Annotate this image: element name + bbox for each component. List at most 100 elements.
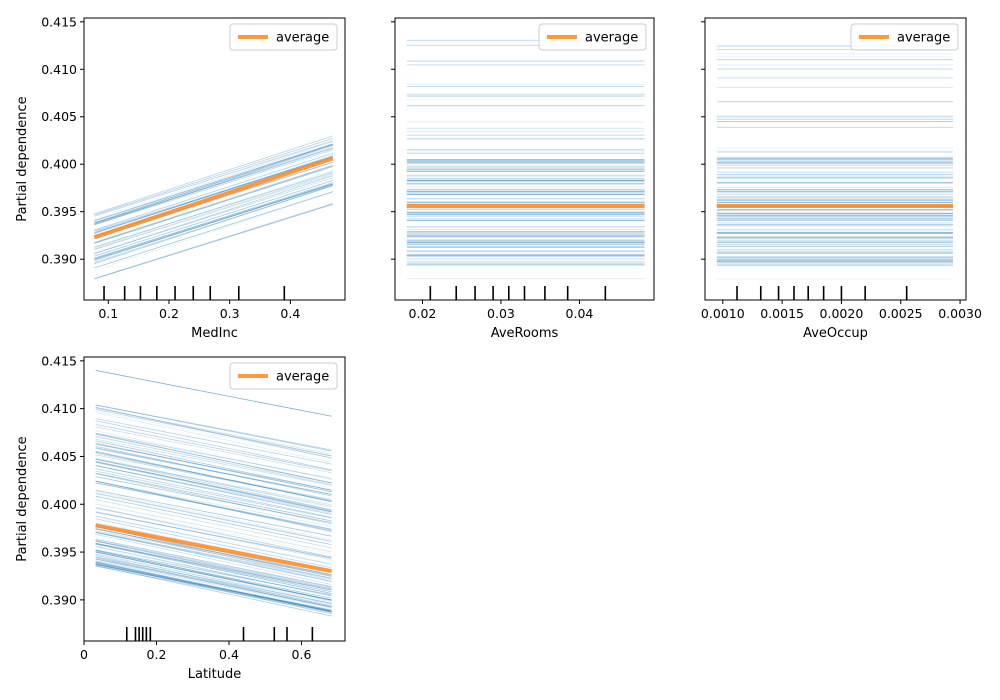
ice-line xyxy=(95,472,332,522)
ice-line xyxy=(94,191,333,272)
ice-line xyxy=(95,458,332,507)
x-tick-label: 0.0030 xyxy=(938,306,982,321)
ice-line xyxy=(95,442,332,493)
ice-line xyxy=(95,495,332,546)
ice-line xyxy=(95,448,332,495)
ice-line xyxy=(95,530,332,582)
ice-line xyxy=(94,141,333,221)
ice-line xyxy=(95,507,332,558)
ice-line xyxy=(95,407,332,455)
ice-line xyxy=(95,503,332,553)
ice-line xyxy=(95,528,332,576)
ice-line xyxy=(95,556,332,608)
ice-line xyxy=(95,531,332,580)
ice-line xyxy=(95,540,332,590)
ice-line xyxy=(94,204,333,280)
ice-line xyxy=(94,140,333,220)
ice-line xyxy=(95,554,332,603)
y-tick-label: 0.400 xyxy=(41,157,77,172)
ice-line xyxy=(94,175,333,255)
ice-line xyxy=(95,409,332,457)
ice-line xyxy=(95,551,332,601)
ice-line xyxy=(95,545,332,597)
ice-line xyxy=(95,430,332,481)
chart-panel-4: 0 0.2 0.4 0.6 0.390 0.395 0.400 0.405 0.410 0.415… xyxy=(15,353,346,682)
x-tick-label: 0.4 xyxy=(219,647,239,662)
ice-line xyxy=(95,432,332,479)
legend-entry-average: average xyxy=(585,31,638,46)
ice-line xyxy=(95,473,332,525)
y-tick-label: 0.405 xyxy=(41,449,77,464)
x-axis-label: AveRooms xyxy=(491,326,559,341)
ice-line xyxy=(95,549,332,596)
ice-line xyxy=(95,493,332,543)
x-tick-label: 0.3 xyxy=(220,306,240,321)
x-axis-label: Latitude xyxy=(188,667,242,682)
ice-line xyxy=(95,542,332,593)
ice-line xyxy=(95,558,332,608)
ice-line xyxy=(95,563,332,610)
legend: average xyxy=(850,23,959,51)
ice-line xyxy=(94,203,333,279)
ice-line xyxy=(95,451,332,502)
x-tick-label: 0.0010 xyxy=(701,306,745,321)
ice-line xyxy=(94,180,333,257)
ice-line xyxy=(95,543,332,594)
ice-line xyxy=(95,489,332,537)
ice-line xyxy=(95,445,332,497)
ice-line xyxy=(94,175,333,254)
axes-frame xyxy=(83,17,346,301)
x-tick-label: 0.2 xyxy=(159,306,179,321)
x-axis-label: MedInc xyxy=(191,326,238,341)
ice-line xyxy=(95,550,332,599)
legend: average xyxy=(229,23,338,51)
ice-line xyxy=(95,462,332,513)
ice-line xyxy=(94,144,333,224)
ice-line xyxy=(95,561,332,613)
y-axis-label: Partial dependence xyxy=(15,96,30,221)
ice-line xyxy=(94,137,333,216)
x-tick-label: 0.04 xyxy=(566,306,594,321)
ice-line xyxy=(95,557,332,607)
ice-line xyxy=(95,418,332,465)
ice-line xyxy=(95,533,332,585)
chart-panel-3: 0.0010 0.0015 0.0020 0.0025 0.0030 AveOccup av… xyxy=(701,17,982,341)
y-tick-label: 0.390 xyxy=(41,252,77,267)
ice-line xyxy=(95,562,332,612)
x-tick-label: 0.1 xyxy=(98,306,118,321)
ice-line xyxy=(95,461,332,511)
legend-entry-average: average xyxy=(276,370,329,385)
average-line xyxy=(93,156,334,240)
ice-line xyxy=(95,563,332,611)
ice-line xyxy=(95,369,332,417)
y-tick-label: 0.400 xyxy=(41,497,77,512)
ice-line xyxy=(95,539,332,588)
ice-line xyxy=(94,140,333,217)
ice-line xyxy=(95,542,332,590)
ice-line xyxy=(95,443,332,493)
ice-line xyxy=(95,443,332,491)
ice-line xyxy=(94,149,333,226)
y-tick-label: 0.410 xyxy=(41,62,77,77)
ice-line xyxy=(94,144,333,224)
ice-line xyxy=(94,143,333,223)
ice-line xyxy=(95,451,332,503)
y-tick-label: 0.395 xyxy=(41,204,77,219)
legend-box xyxy=(538,23,647,51)
ice-line xyxy=(95,480,332,532)
ice-line xyxy=(94,171,333,248)
ice-line xyxy=(94,139,333,217)
ice-line xyxy=(95,527,332,579)
y-tick-label: 0.390 xyxy=(41,592,77,607)
ice-line xyxy=(95,560,332,609)
ice-line xyxy=(94,183,333,262)
ice-line xyxy=(95,482,332,530)
ice-line xyxy=(95,544,332,591)
ice-line xyxy=(95,482,332,531)
ice-line xyxy=(95,460,332,512)
x-tick-label: 0.2 xyxy=(147,647,167,662)
ice-line xyxy=(95,470,332,519)
ice-line xyxy=(95,561,332,612)
ice-line xyxy=(94,144,333,226)
x-tick-label: 0 xyxy=(80,647,88,662)
